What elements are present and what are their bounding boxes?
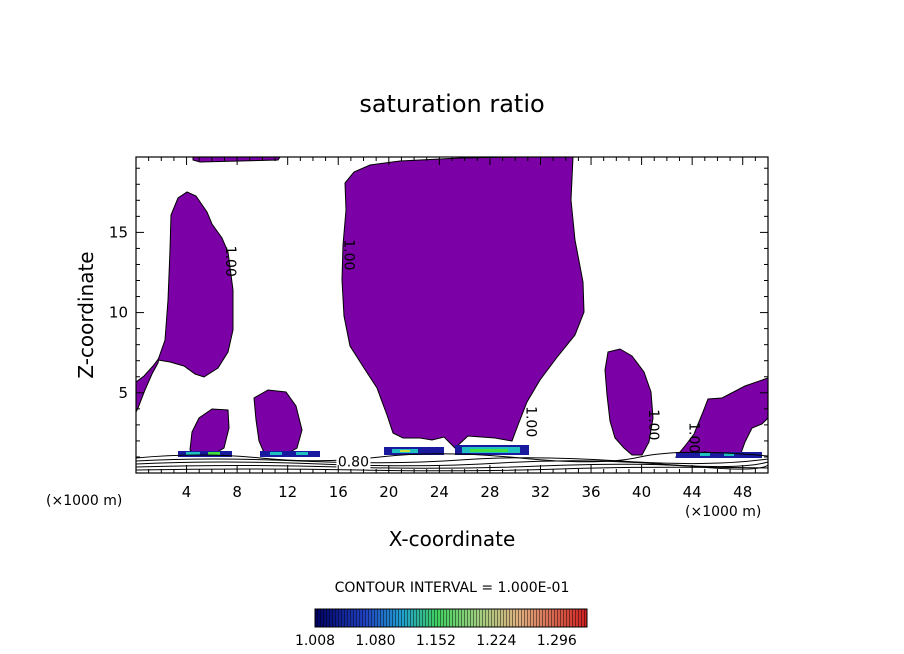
x-tick-label-9: 40 bbox=[632, 483, 651, 501]
region-right-column bbox=[604, 348, 654, 456]
contour-label-1: 1.00 bbox=[341, 239, 357, 270]
region-left-column bbox=[157, 191, 234, 378]
region-small-mid bbox=[253, 389, 303, 456]
contour-label-4: 1.00 bbox=[686, 422, 702, 453]
x-tick-label-0: 4 bbox=[182, 483, 192, 501]
colorbar-tick-label-1: 1.080 bbox=[355, 633, 395, 649]
colorbar-tick-label-4: 1.296 bbox=[537, 633, 577, 649]
region-left-edge bbox=[135, 357, 160, 413]
x-tick-label-3: 16 bbox=[329, 483, 348, 501]
y-axis-label: Z-coordinate bbox=[74, 251, 98, 378]
x-tick-label-6: 28 bbox=[480, 483, 499, 501]
x-unit-left: (×1000 m) bbox=[46, 493, 122, 509]
y-tick-label-1: 10 bbox=[109, 304, 128, 322]
x-unit-right: (×1000 m) bbox=[685, 504, 761, 520]
x-axis-label: X-coordinate bbox=[389, 527, 516, 551]
colorbar-frame bbox=[314, 608, 588, 628]
x-tick-label-8: 36 bbox=[581, 483, 600, 501]
colorbar-tick-label-3: 1.224 bbox=[476, 633, 516, 649]
colorbar: 1.008 1.080 1.152 1.224 1.296 bbox=[295, 608, 588, 649]
contour-label-bg bbox=[336, 454, 371, 469]
y-tick-label-0: 5 bbox=[118, 384, 128, 402]
x-tick-label-5: 24 bbox=[430, 483, 449, 501]
x-axis: 4 8 12 16 20 24 28 32 36 40 44 48 bbox=[148, 157, 756, 501]
x-tick-label-7: 32 bbox=[531, 483, 550, 501]
surface-contours bbox=[135, 451, 769, 472]
plot-area: 1.00 1.00 1.00 1.00 1.00 0.80 bbox=[135, 156, 769, 473]
surface-streaks bbox=[178, 445, 762, 458]
colorbar-stripes bbox=[315, 609, 587, 627]
x-tick-label-1: 8 bbox=[232, 483, 242, 501]
x-tick-label-4: 20 bbox=[379, 483, 398, 501]
contour-label-0: 1.00 bbox=[222, 246, 238, 277]
chart-title: saturation ratio bbox=[359, 90, 544, 118]
colorbar-ticks: 1.008 1.080 1.152 1.224 1.296 bbox=[295, 633, 577, 649]
y-axis: 5 10 15 bbox=[109, 167, 768, 458]
contour-label-2: 1.00 bbox=[523, 406, 539, 437]
colorbar-tick-label-0: 1.008 bbox=[295, 633, 335, 649]
x-tick-label-2: 12 bbox=[278, 483, 297, 501]
contour-labels: 1.00 1.00 1.00 1.00 1.00 0.80 bbox=[222, 239, 702, 470]
contour-label-3: 1.00 bbox=[645, 409, 661, 440]
colorbar-tick-label-2: 1.152 bbox=[416, 633, 456, 649]
contour-interval: CONTOUR INTERVAL = 1.000E-01 bbox=[335, 580, 570, 596]
x-tick-label-11: 48 bbox=[733, 483, 752, 501]
y-tick-label-2: 15 bbox=[109, 223, 128, 241]
contour-label-5: 0.80 bbox=[338, 455, 369, 471]
x-tick-label-10: 44 bbox=[683, 483, 702, 501]
